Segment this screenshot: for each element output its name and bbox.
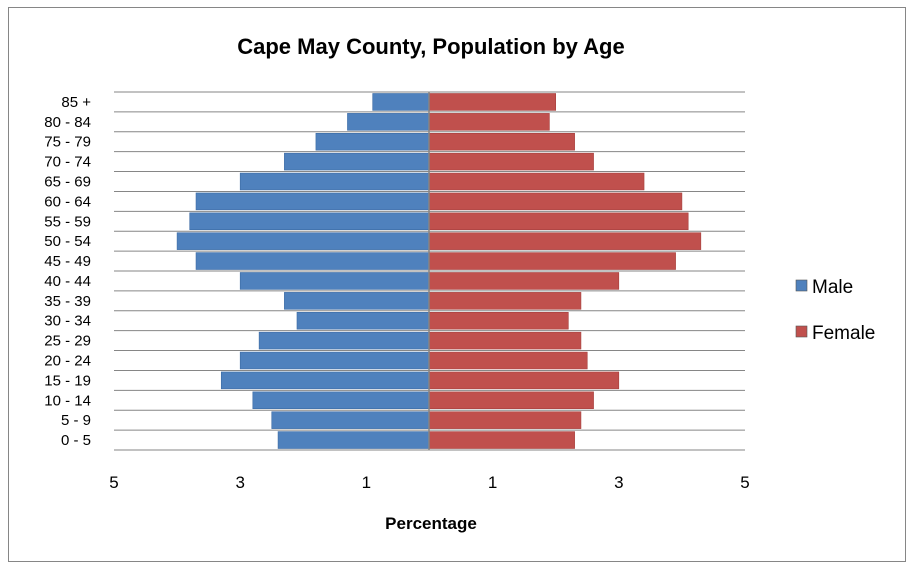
category-label: 30 - 34 — [44, 313, 91, 330]
male-bar — [252, 391, 430, 410]
female-bar — [429, 331, 582, 350]
x-tick-labels: 5 3 1 1 3 5 — [109, 473, 749, 492]
x-tick-label: 3 — [235, 473, 244, 492]
male-bar — [258, 331, 430, 350]
male-bar — [284, 152, 430, 171]
male-bar — [372, 93, 430, 111]
legend: Male Female — [795, 277, 875, 344]
male-bar — [271, 411, 430, 429]
female-bar — [429, 192, 683, 211]
x-tick-label: 5 — [740, 473, 749, 492]
male-bar — [239, 272, 430, 290]
male-bar — [195, 252, 430, 270]
female-bar — [429, 172, 645, 191]
female-bar — [429, 292, 582, 310]
female-bar — [429, 272, 620, 290]
category-labels: 0 - 5 5 - 9 10 - 14 15 - 19 20 - 24 25 - 29 30… — [44, 94, 91, 449]
female-legend-label: Female — [812, 323, 875, 344]
female-bar — [429, 252, 676, 270]
male-legend-label: Male — [812, 277, 853, 298]
female-bar — [429, 371, 620, 390]
category-label: 15 - 19 — [44, 372, 91, 389]
chart-title: Cape May County, Population by Age — [237, 34, 624, 59]
category-label: 20 - 24 — [44, 353, 91, 370]
population-pyramid-chart: Cape May County, Population by Age 0 - 5… — [44, 34, 875, 533]
female-legend-swatch — [795, 325, 808, 338]
category-label: 10 - 14 — [44, 392, 91, 409]
category-label: 0 - 5 — [61, 432, 91, 449]
female-bar — [429, 113, 550, 131]
category-label: 80 - 84 — [44, 114, 91, 131]
chart-frame: Cape May County, Population by Age 0 - 5… — [8, 7, 906, 562]
x-tick-label: 1 — [362, 473, 371, 492]
male-bar — [195, 192, 430, 211]
female-bar — [429, 93, 556, 111]
category-label: 65 - 69 — [44, 174, 91, 191]
male-legend-swatch — [795, 279, 808, 292]
female-bar — [429, 391, 594, 410]
category-label: 35 - 39 — [44, 293, 91, 310]
male-bar — [315, 132, 430, 151]
x-tick-label: 1 — [488, 473, 497, 492]
female-bar — [429, 152, 594, 171]
female-bar — [429, 132, 575, 151]
category-label: 25 - 29 — [44, 333, 91, 350]
male-bar — [347, 113, 430, 131]
category-label: 55 - 59 — [44, 213, 91, 230]
x-tick-label: 3 — [614, 473, 623, 492]
category-label: 50 - 54 — [44, 233, 91, 250]
female-bar — [429, 311, 569, 330]
female-bar — [429, 212, 689, 231]
female-bar — [429, 351, 588, 370]
category-label: 5 - 9 — [61, 412, 91, 429]
category-label: 85 + — [61, 94, 91, 111]
category-label: 60 - 64 — [44, 193, 91, 210]
bars — [176, 93, 702, 449]
male-bar — [176, 232, 430, 250]
male-bar — [296, 311, 430, 330]
female-bar — [429, 431, 575, 449]
female-bar — [429, 232, 702, 250]
male-bar — [189, 212, 430, 231]
male-bar — [220, 371, 430, 390]
x-tick-label: 5 — [109, 473, 118, 492]
category-label: 70 - 74 — [44, 154, 91, 171]
female-bar — [429, 411, 582, 429]
category-label: 40 - 44 — [44, 273, 91, 290]
male-bar — [277, 431, 430, 449]
x-axis-title: Percentage — [385, 514, 477, 533]
male-bar — [239, 172, 430, 191]
male-bar — [239, 351, 430, 370]
category-label: 45 - 49 — [44, 253, 91, 270]
male-bar — [284, 292, 430, 310]
category-label: 75 - 79 — [44, 134, 91, 151]
